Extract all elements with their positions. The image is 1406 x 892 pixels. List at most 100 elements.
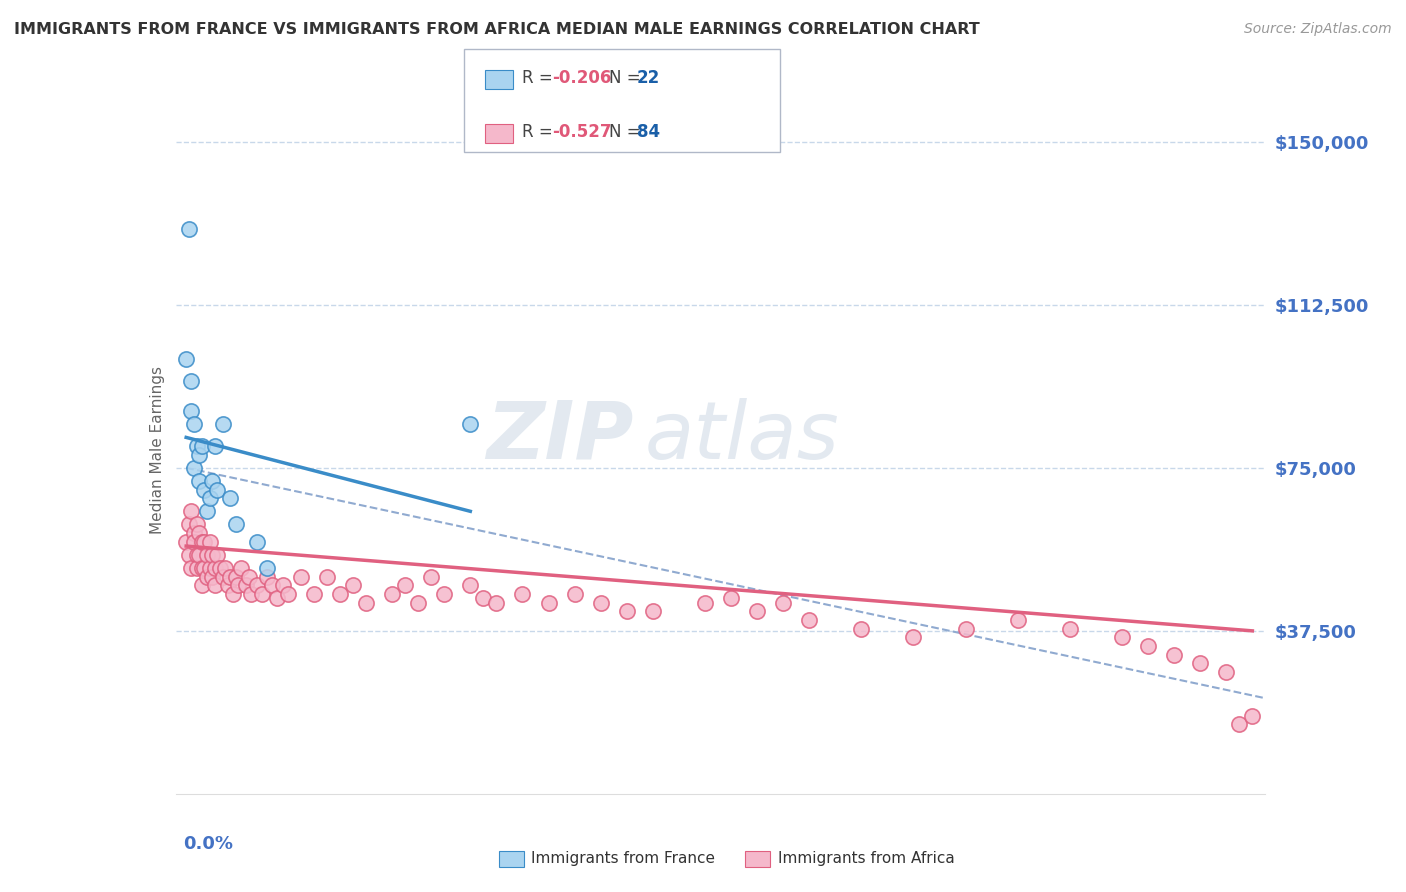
Point [256,569,278,583]
Point [302,587,325,601]
Point [191,578,214,592]
Point [188,548,211,562]
Point [460,578,482,592]
Point [616,604,638,618]
Point [191,561,214,575]
Point [193,534,215,549]
Point [903,631,925,645]
Text: Immigrants from Africa: Immigrants from Africa [778,852,955,866]
Point [256,561,278,575]
Point [188,474,211,488]
Point [564,587,586,601]
Point [222,587,245,601]
Point [329,587,352,601]
Text: 22: 22 [637,70,661,87]
Text: N =: N = [609,123,645,141]
Point [512,587,534,601]
Point [354,596,377,610]
Point [720,591,742,606]
Point [219,569,242,583]
Point [229,561,252,575]
Point [225,517,247,532]
Point [180,404,202,418]
Point [177,517,200,532]
Point [195,548,218,562]
Text: ZIP: ZIP [486,398,633,475]
Point [1241,708,1264,723]
Point [183,534,205,549]
Point [420,569,443,583]
Point [209,561,232,575]
Point [589,596,612,610]
Point [485,596,508,610]
Point [204,578,226,592]
Point [460,417,482,432]
Point [201,569,224,583]
Point [188,448,211,462]
Point [394,578,416,592]
Point [204,561,226,575]
Point [198,534,221,549]
Point [316,569,339,583]
Point [955,622,977,636]
Point [277,587,299,601]
Point [290,569,312,583]
Point [433,587,456,601]
Y-axis label: Median Male Earnings: Median Male Earnings [149,367,165,534]
Point [186,517,208,532]
Point [235,578,257,592]
Point [1227,717,1250,731]
Point [198,491,221,506]
Point [195,504,218,518]
Point [204,439,226,453]
Point [211,569,233,583]
Text: 0.0%: 0.0% [184,835,233,853]
Point [219,491,242,506]
Point [193,483,215,497]
Point [1163,648,1185,662]
Point [851,622,873,636]
Text: N =: N = [609,70,645,87]
Point [799,613,821,627]
Point [186,548,208,562]
Point [177,548,200,562]
Text: R =: R = [522,123,558,141]
Point [271,578,294,592]
Point [641,604,664,618]
Point [183,417,205,432]
Point [245,534,267,549]
Point [191,439,214,453]
Point [180,561,202,575]
Point [226,578,249,592]
Point [191,534,214,549]
Point [245,578,267,592]
Point [195,569,218,583]
Point [225,569,247,583]
Point [180,374,202,388]
Point [772,596,794,610]
Point [342,578,364,592]
Point [193,561,215,575]
Point [174,534,197,549]
Point [537,596,560,610]
Point [211,417,233,432]
Point [1059,622,1081,636]
Point [183,460,205,475]
Text: Source: ZipAtlas.com: Source: ZipAtlas.com [1244,22,1392,37]
Point [381,587,404,601]
Point [1137,639,1160,653]
Point [214,561,236,575]
Point [1007,613,1029,627]
Point [745,604,768,618]
Point [207,548,229,562]
Text: 84: 84 [637,123,659,141]
Point [238,569,260,583]
Point [250,587,273,601]
Point [406,596,429,610]
Point [472,591,495,606]
Point [240,587,263,601]
Point [201,474,224,488]
Text: -0.527: -0.527 [553,123,612,141]
Point [217,578,239,592]
Point [188,526,211,541]
